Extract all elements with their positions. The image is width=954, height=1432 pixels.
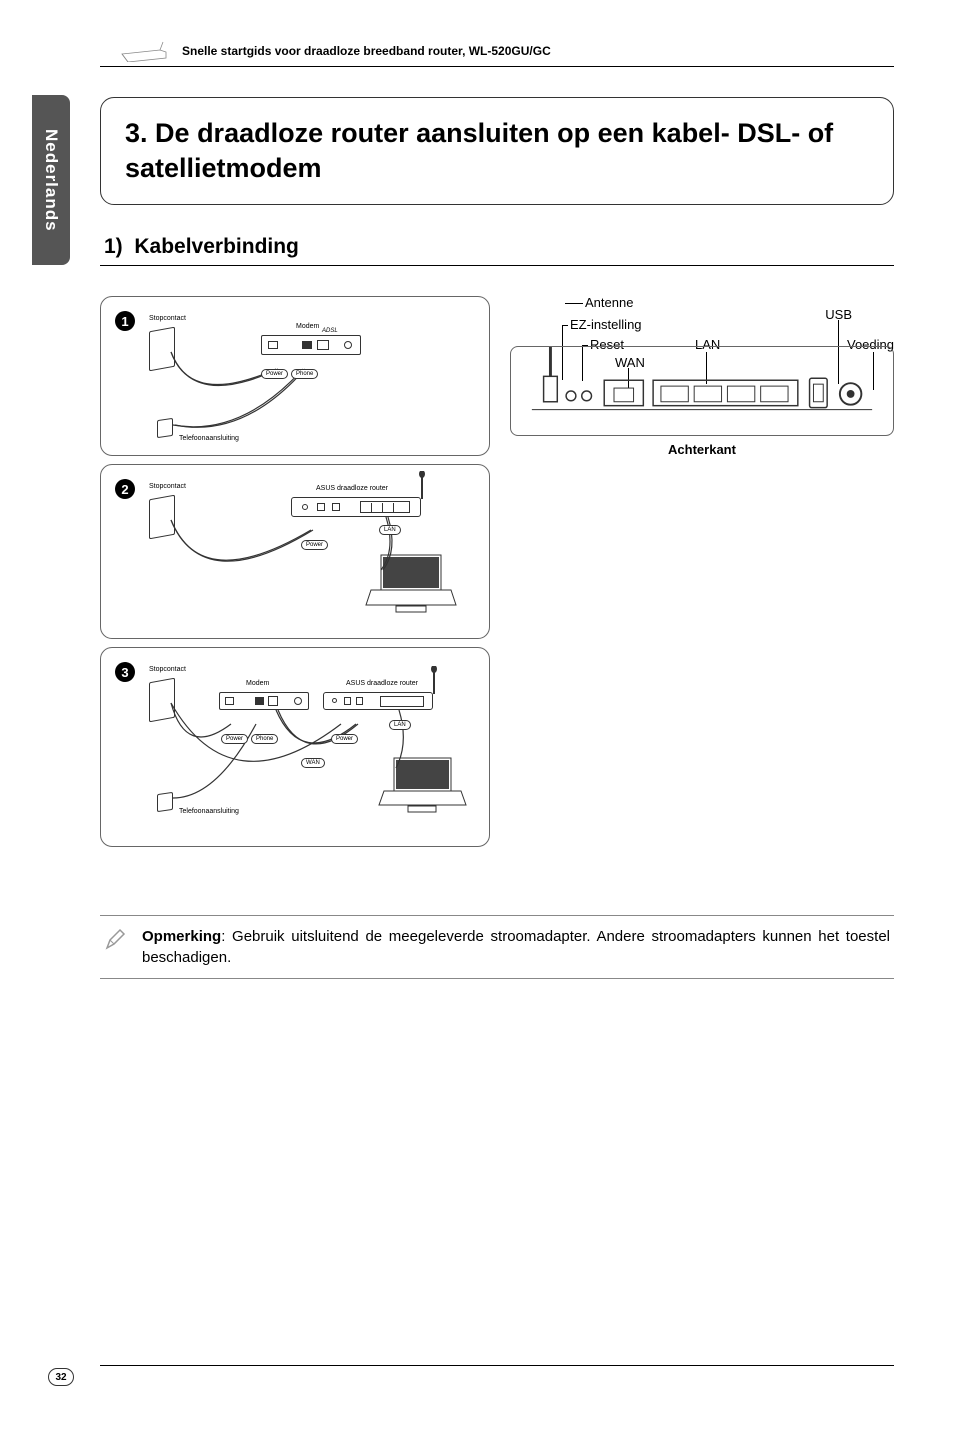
header-breadcrumb: Snelle startgids voor draadloze breedban… [182,44,551,58]
language-label: Nederlands [41,129,61,232]
section-title-box: 3. De draadloze router aansluiten op een… [100,97,894,205]
footer-rule [100,1365,894,1366]
diagram-area: 1 Stopcontact Modem Telefoonaansluiting … [100,296,894,855]
ez-label: EZ-instelling [570,318,642,331]
step-panel-3: 3 Stopcontact Modem ASUS draadloze route… [100,647,490,847]
note-body: : Gebruik uitsluitend de meegeleverde st… [142,928,890,966]
cables-2 [101,465,489,638]
phone-oval-3: Phone [251,734,278,744]
wan-oval-3: WAN [301,758,325,768]
note-bold: Opmerking [142,928,221,945]
rear-panel-title: Achterkant [510,442,894,457]
note-text: Opmerking: Gebruik uitsluitend de meegel… [142,926,890,968]
note-block: Opmerking: Gebruik uitsluitend de meegel… [100,915,894,979]
pencil-icon [104,928,128,952]
phone-oval-1: Phone [291,369,318,379]
section-text: De draadloze router aansluiten op een ka… [125,118,833,183]
page-header: Snelle startgids voor draadloze breedban… [100,40,894,67]
subsection-heading: 1) Kabelverbinding [100,235,894,266]
diagram-steps: 1 Stopcontact Modem Telefoonaansluiting … [100,296,490,855]
cables-3 [101,648,489,846]
language-tab: Nederlands [32,95,70,265]
power-oval-3a: Power [221,734,248,744]
lan-oval-3: LAN [389,720,411,730]
power-oval-3b: Power [331,734,358,744]
antenna-label: Antenne [585,296,633,309]
rear-panel-diagram: Antenne EZ-instelling Reset WAN LAN USB … [510,296,894,456]
lan-oval-2: LAN [379,525,401,535]
step-panel-2: 2 Stopcontact ASUS draadloze router [100,464,490,639]
subsection-number: 1) [104,235,123,258]
router-header-icon [120,40,170,62]
section-number: 3. [125,118,148,148]
page-number: 32 [48,1368,74,1386]
power-oval-1: Power [261,369,288,379]
rear-panel-box [510,346,894,436]
section-title: 3. De draadloze router aansluiten op een… [125,116,869,186]
step-panel-1: 1 Stopcontact Modem Telefoonaansluiting … [100,296,490,456]
power-oval-2: Power [301,540,328,550]
rear-panel-svg [511,347,893,435]
subsection-title: Kabelverbinding [134,235,299,258]
